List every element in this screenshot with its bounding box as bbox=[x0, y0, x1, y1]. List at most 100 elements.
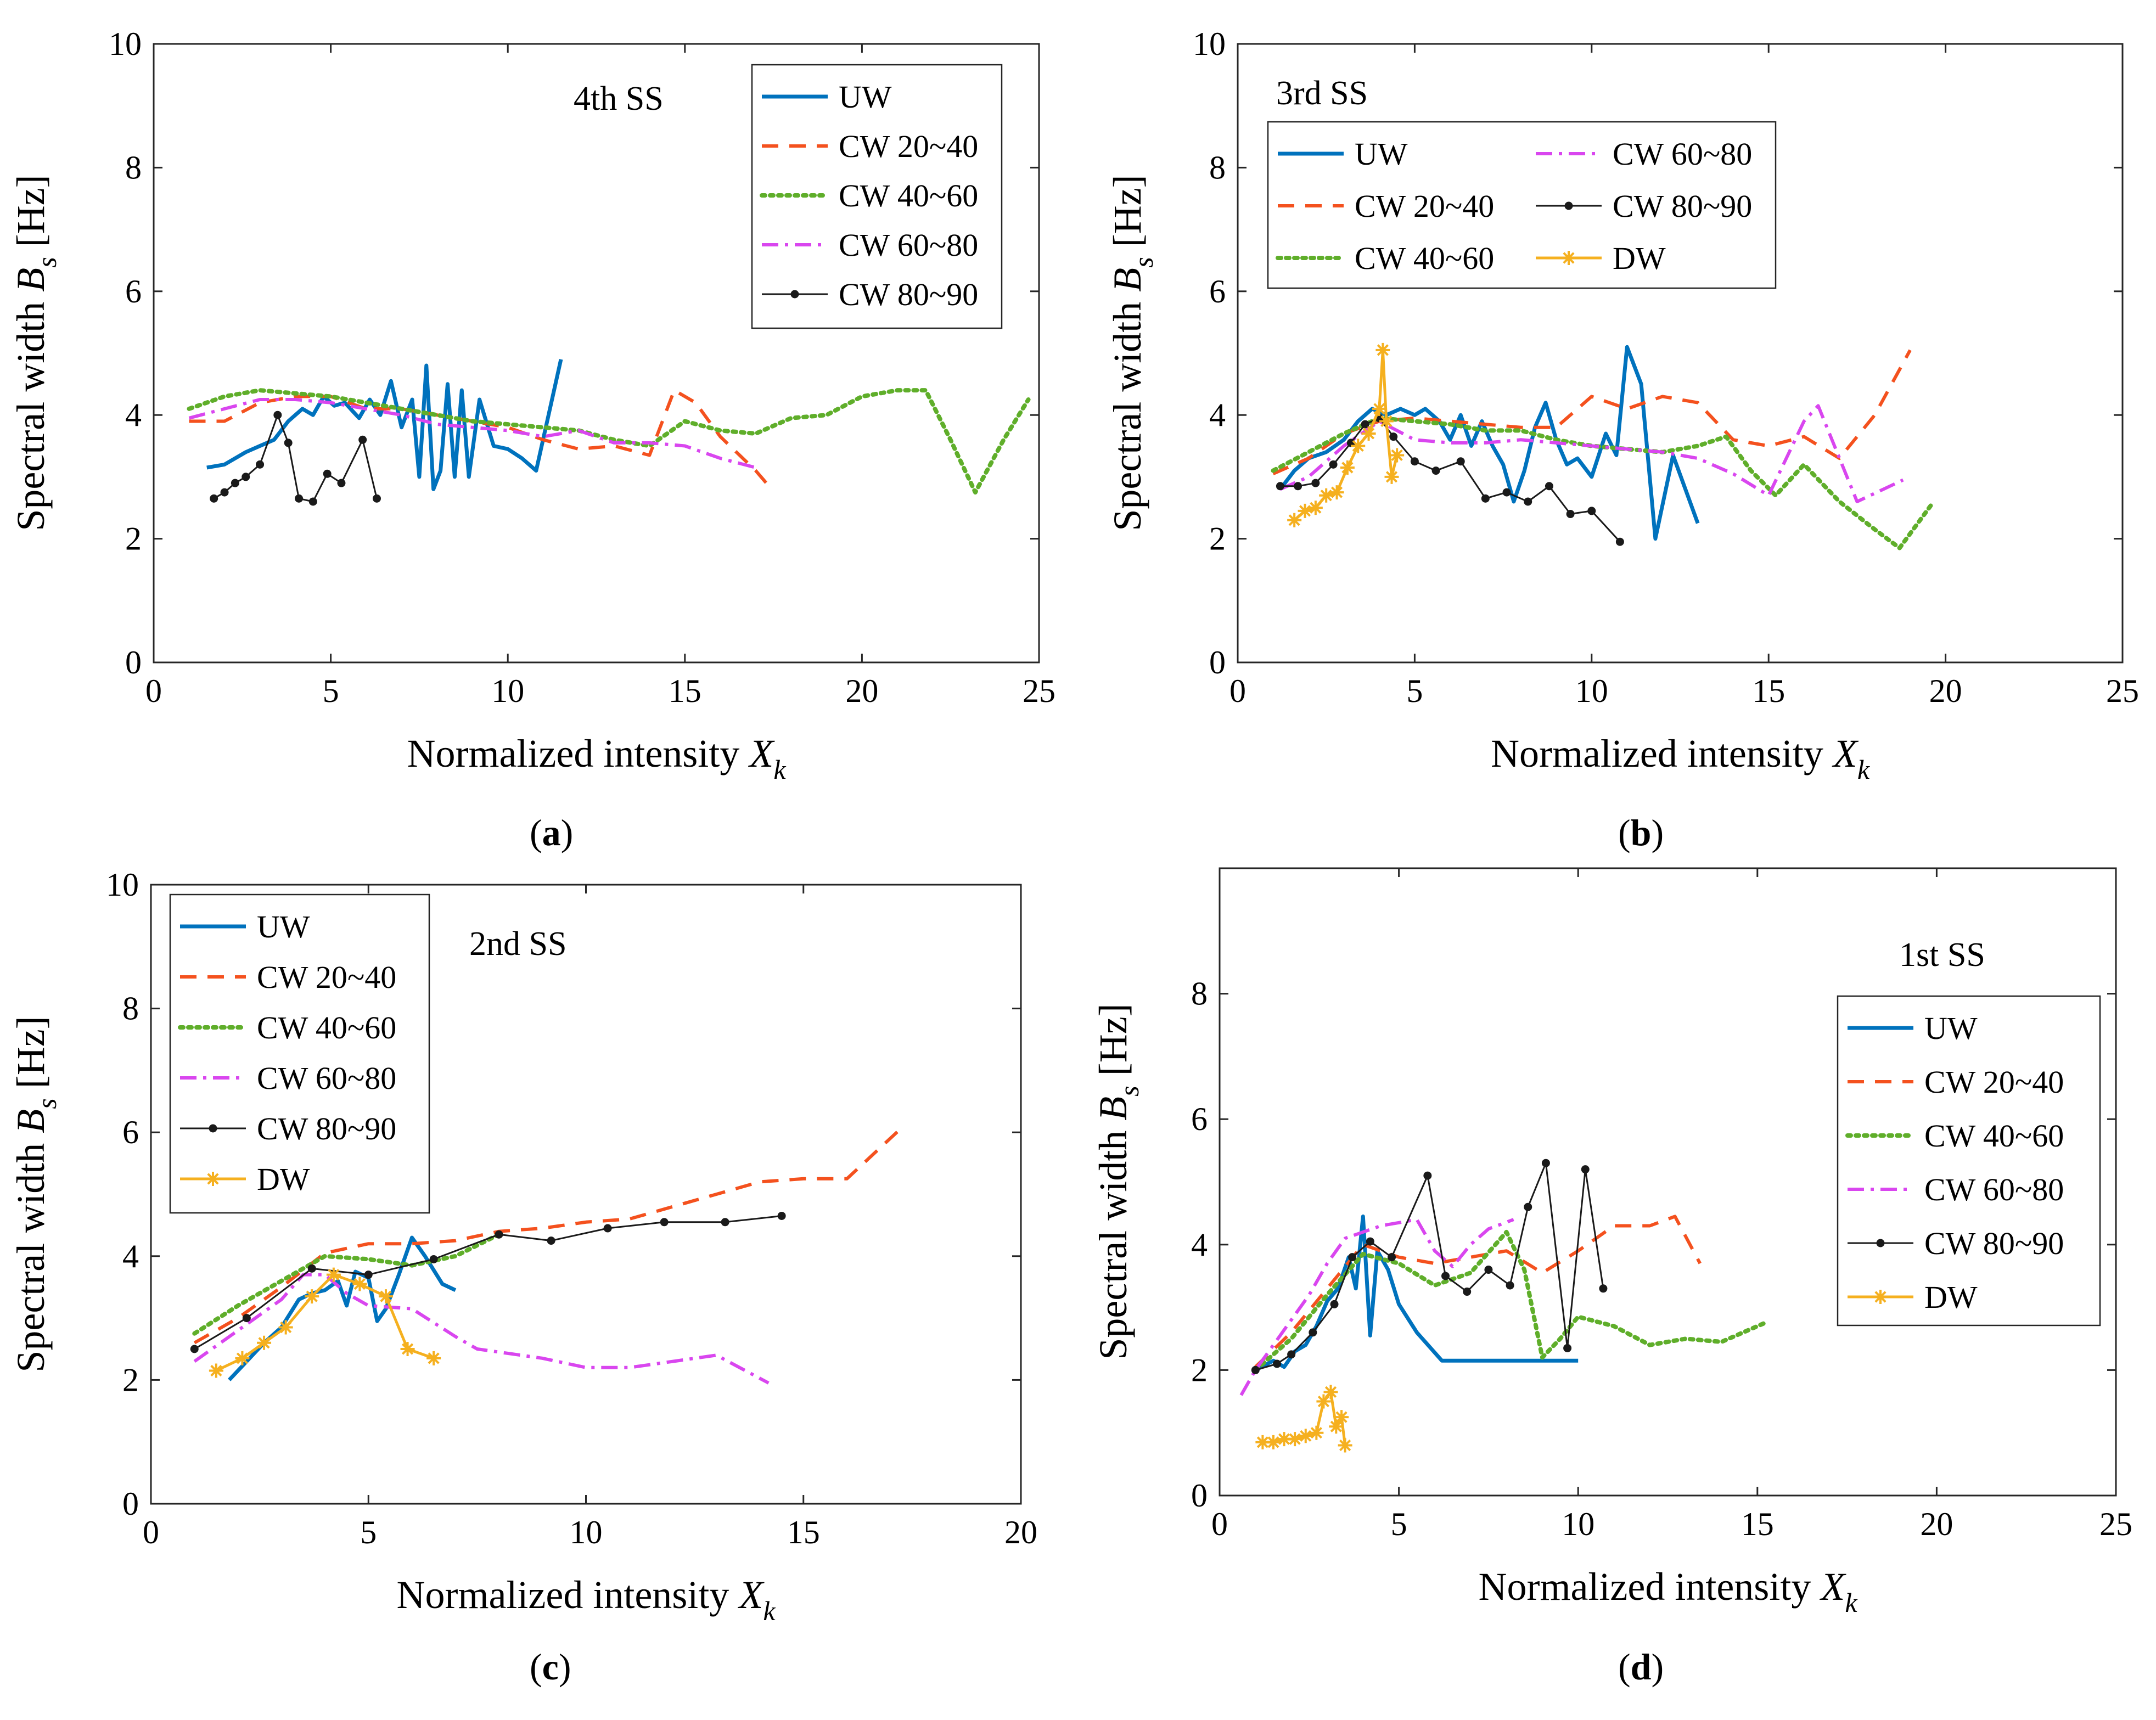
x-axis-label-text: Normalized intensity bbox=[1491, 732, 1823, 775]
data-point-cw-80-90 bbox=[337, 479, 346, 487]
x-axis-subscript: k bbox=[773, 754, 786, 785]
data-point-dw bbox=[1287, 513, 1302, 527]
legend-item-cw-40-60: CW 40~60 bbox=[1845, 1118, 2064, 1154]
data-point-dw bbox=[1329, 1419, 1344, 1434]
space bbox=[1823, 732, 1833, 775]
series-group bbox=[190, 1125, 905, 1385]
data-point-cw-80-90 bbox=[721, 1218, 729, 1227]
legend-marker-cw-80-90 bbox=[790, 290, 799, 299]
data-point-cw-80-90 bbox=[242, 473, 250, 481]
data-point-dw bbox=[1266, 1435, 1281, 1449]
x-tick-label: 0 bbox=[145, 673, 162, 709]
legend-label-uw: UW bbox=[839, 79, 892, 115]
y-axis-label: Spectral width Bs [Hz] bbox=[9, 1016, 62, 1372]
legend-label-cw-40-60: CW 40~60 bbox=[839, 178, 978, 213]
data-point-dw bbox=[1308, 501, 1323, 515]
series-group bbox=[1271, 342, 1934, 550]
legend-item-uw: UW bbox=[762, 79, 892, 115]
data-point-cw-80-90 bbox=[1615, 537, 1624, 546]
x-tick-label: 20 bbox=[845, 673, 878, 709]
x-axis-subscript: k bbox=[1845, 1587, 1857, 1618]
panel-a: 0 5 10 15 20 25 0 2 4 6 8 10 Normalized intensity Xk… bbox=[9, 26, 1055, 853]
data-point-cw-80-90 bbox=[1251, 1365, 1260, 1374]
data-point-cw-80-90 bbox=[284, 439, 293, 447]
data-point-cw-80-90 bbox=[1545, 482, 1553, 491]
y-axis-symbol: B bbox=[9, 1109, 53, 1133]
data-point-dw bbox=[1255, 1435, 1270, 1449]
y-tick-label: 8 bbox=[1191, 976, 1208, 1012]
data-point-cw-80-90 bbox=[1410, 457, 1419, 466]
panel-b: 0 5 10 15 20 25 0 2 4 6 8 10 Normalized intensity Xk… bbox=[1105, 26, 2139, 853]
data-point-cw-80-90 bbox=[372, 494, 381, 503]
data-point-dw bbox=[1298, 503, 1312, 518]
caption-paren: ( bbox=[530, 812, 542, 853]
data-point-cw-80-90 bbox=[1423, 1171, 1432, 1180]
data-point-dw bbox=[1288, 1432, 1302, 1447]
legend-item-dw: DW bbox=[1536, 240, 1666, 276]
y-tick-label: 0 bbox=[122, 1486, 139, 1522]
x-tick-label: 0 bbox=[1211, 1506, 1228, 1542]
x-axis-symbol: X bbox=[737, 1573, 765, 1617]
data-point-dw bbox=[1361, 426, 1376, 441]
caption-letter: d bbox=[1631, 1646, 1652, 1688]
panel-c: 0 5 10 15 20 0 2 4 6 8 10 Normalized intensity Xk Sp… bbox=[9, 867, 1037, 1688]
y-axis-label-text: Spectral width bbox=[1105, 302, 1149, 531]
data-point-cw-80-90 bbox=[1389, 432, 1398, 441]
space bbox=[9, 1133, 53, 1143]
x-tick-label: 25 bbox=[1023, 673, 1055, 709]
y-tick-label: 8 bbox=[122, 991, 139, 1027]
legend-label-cw-20-40: CW 20~40 bbox=[1355, 188, 1494, 224]
data-point-cw-80-90 bbox=[307, 1264, 316, 1273]
data-point-cw-80-90 bbox=[242, 1314, 251, 1323]
x-axis-label-text: Normalized intensity bbox=[396, 1573, 729, 1617]
legend-item-cw-40-60: CW 40~60 bbox=[760, 178, 978, 213]
y-axis-unit: [Hz] bbox=[1091, 1003, 1135, 1076]
data-point-dw bbox=[352, 1277, 367, 1291]
legend-box bbox=[1267, 121, 1777, 289]
x-tick-label: 15 bbox=[1741, 1506, 1774, 1542]
data-point-dw bbox=[235, 1351, 250, 1365]
legend-item-uw: UW bbox=[180, 909, 310, 945]
x-axis-label: Normalized intensity Xk bbox=[1478, 1565, 1857, 1618]
data-point-dw bbox=[1338, 1438, 1352, 1453]
legend-item-cw-80-90: CW 80~90 bbox=[762, 277, 978, 312]
data-point-cw-80-90 bbox=[1566, 510, 1575, 519]
legend-label-cw-80-90: CW 80~90 bbox=[1613, 188, 1752, 224]
x-tick-label: 20 bbox=[1920, 1506, 1953, 1542]
data-point-cw-80-90 bbox=[358, 435, 367, 444]
space bbox=[9, 292, 53, 302]
data-point-cw-80-90 bbox=[1287, 1350, 1296, 1359]
data-point-cw-80-90 bbox=[495, 1230, 503, 1239]
legend-label-cw-40-60: CW 40~60 bbox=[257, 1010, 396, 1046]
series-line-cw-60-80 bbox=[193, 1273, 770, 1385]
x-axis-subscript: k bbox=[1857, 754, 1870, 785]
legend-box bbox=[1837, 995, 2101, 1326]
legend-label-cw-60-80: CW 60~80 bbox=[839, 227, 978, 263]
y-axis-symbol: B bbox=[1105, 268, 1149, 292]
data-point-cw-80-90 bbox=[1563, 1344, 1572, 1352]
data-point-cw-80-90 bbox=[1506, 1281, 1514, 1290]
x-tick-label: 5 bbox=[360, 1514, 377, 1550]
data-point-cw-80-90 bbox=[364, 1271, 373, 1279]
x-axis-label: Normalized intensity Xk bbox=[1491, 732, 1870, 785]
y-axis-unit: [Hz] bbox=[1105, 175, 1149, 247]
data-point-dw bbox=[400, 1342, 415, 1356]
legend-label-cw-20-40: CW 20~40 bbox=[257, 959, 396, 995]
legend-item-cw-40-60: CW 40~60 bbox=[178, 1010, 396, 1046]
panel-title: 4th SS bbox=[574, 80, 664, 117]
legend-label-dw: DW bbox=[1924, 1279, 1978, 1315]
y-axis-subscript: s bbox=[1128, 257, 1159, 267]
data-point-cw-80-90 bbox=[1484, 1266, 1493, 1274]
legend-label-cw-40-60: CW 40~60 bbox=[1924, 1118, 2064, 1154]
x-axis-label: Normalized intensity Xk bbox=[407, 732, 786, 785]
data-point-cw-80-90 bbox=[220, 488, 229, 497]
x-axis-subscript: k bbox=[763, 1595, 776, 1626]
caption-letter: a bbox=[542, 812, 561, 853]
space bbox=[739, 732, 749, 775]
y-tick-label: 8 bbox=[125, 149, 142, 186]
data-point-dw bbox=[305, 1289, 319, 1304]
space bbox=[9, 1088, 53, 1098]
legend-box bbox=[169, 893, 430, 1214]
y-axis-label-text: Spectral width bbox=[9, 1143, 53, 1373]
x-axis-symbol: X bbox=[1819, 1565, 1846, 1609]
